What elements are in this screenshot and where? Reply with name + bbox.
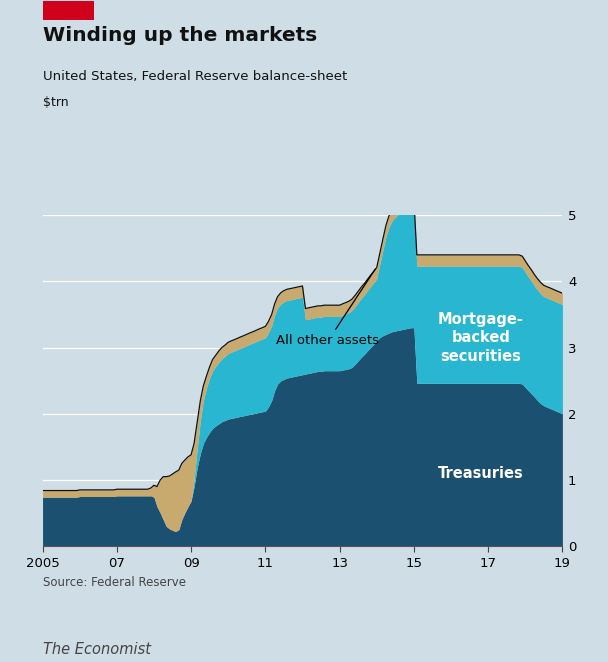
Text: United States, Federal Reserve balance-sheet: United States, Federal Reserve balance-s… — [43, 70, 347, 83]
Text: The Economist: The Economist — [43, 642, 151, 657]
Text: All other assets: All other assets — [277, 269, 379, 348]
Text: Treasuries: Treasuries — [438, 466, 523, 481]
Text: Mortgage-
backed
securities: Mortgage- backed securities — [438, 312, 523, 363]
Text: $trn: $trn — [43, 96, 68, 109]
Text: Winding up the markets: Winding up the markets — [43, 26, 317, 46]
Text: Source: Federal Reserve: Source: Federal Reserve — [43, 576, 185, 589]
